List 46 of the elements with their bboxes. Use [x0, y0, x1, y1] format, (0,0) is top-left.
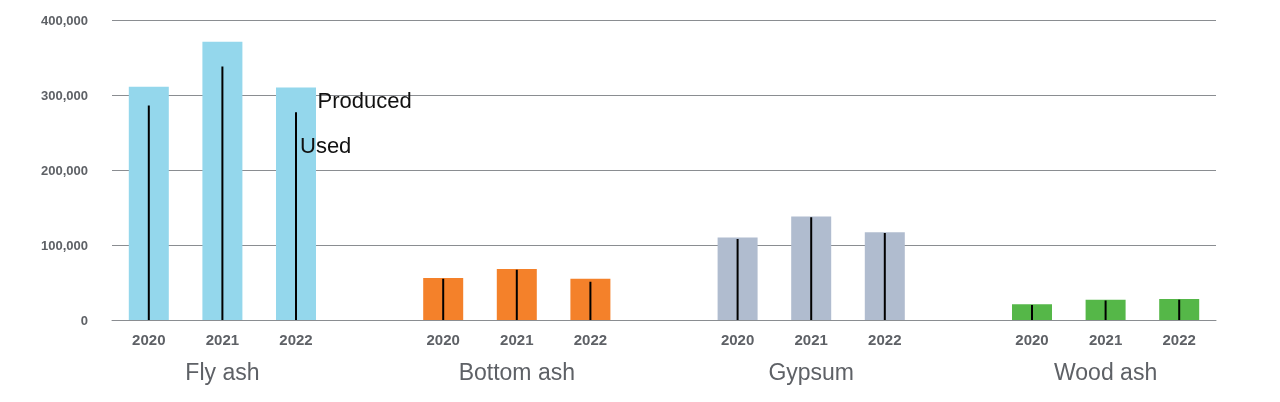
x-tick-label: 2021	[794, 331, 828, 348]
y-tick-label: 400,000	[41, 12, 88, 28]
bar	[570, 278, 611, 320]
text: Wood ash	[1054, 359, 1158, 385]
bar	[515, 269, 518, 320]
bar	[717, 237, 758, 320]
series-label: Used	[300, 132, 352, 158]
bar	[883, 233, 886, 320]
bar	[791, 216, 832, 320]
bar	[202, 41, 243, 320]
bar	[221, 66, 224, 320]
bar	[295, 112, 297, 320]
bar	[128, 86, 169, 320]
bar	[1159, 299, 1200, 320]
x-tick-label: 2021	[1088, 331, 1123, 348]
text: Bottom ash	[458, 359, 575, 385]
x-tick-label: 2022	[279, 331, 313, 348]
x-tick-label: 2020	[1015, 331, 1049, 348]
x-tick-label: 2020	[720, 331, 755, 348]
x-tick-label: 2020	[426, 331, 460, 348]
x-tick-label: 2022	[573, 331, 608, 348]
bar	[589, 281, 592, 320]
bar	[864, 232, 905, 320]
bar	[1031, 305, 1033, 320]
x-tick-label: 2021	[205, 331, 240, 348]
bar	[1104, 300, 1107, 320]
bar	[1178, 299, 1181, 320]
bar	[423, 278, 464, 320]
y-tick-label: 300,000	[41, 87, 88, 103]
bar	[442, 278, 445, 320]
text: Gypsum	[768, 359, 855, 385]
y-tick-label: 100,000	[41, 237, 88, 253]
bar	[1012, 304, 1052, 320]
bar	[147, 105, 150, 320]
bar	[1085, 299, 1126, 320]
bar	[496, 269, 537, 320]
y-tick-label: 200,000	[41, 162, 88, 178]
bar	[810, 217, 813, 320]
x-tick-label: 2022	[1162, 331, 1196, 348]
x-tick-label: 2022	[868, 331, 902, 348]
x-tick-label: 2020	[132, 331, 166, 348]
y-tick-label: 0	[80, 312, 88, 328]
series-label: Produced	[317, 88, 412, 113]
text: Fly ash	[185, 359, 260, 385]
bar	[736, 239, 739, 320]
x-tick-label: 2021	[500, 331, 534, 348]
